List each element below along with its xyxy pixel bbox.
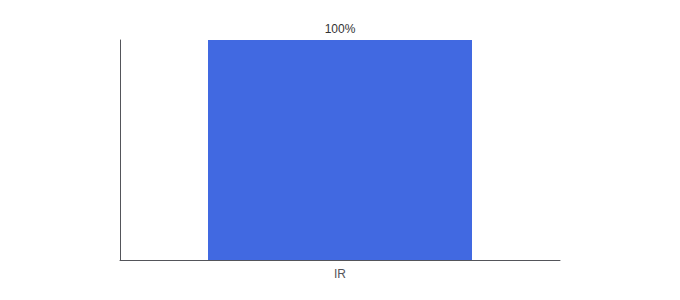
svg-text:IR: IR: [334, 267, 346, 281]
svg-text:100%: 100%: [325, 22, 356, 36]
